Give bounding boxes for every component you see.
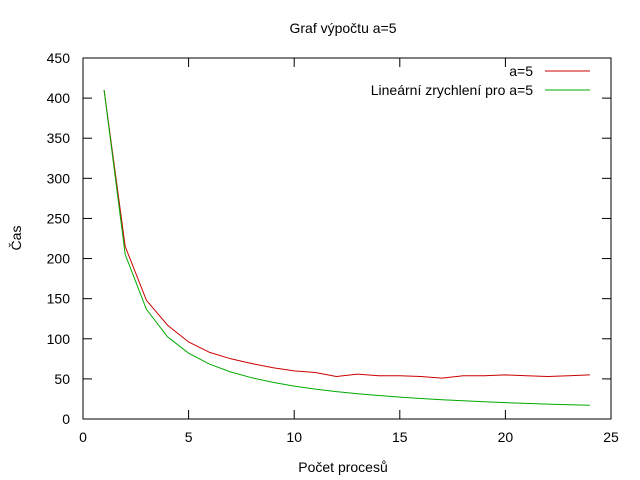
- x-tick-label: 10: [286, 429, 302, 445]
- y-tick-label: 100: [47, 331, 71, 347]
- x-tick-label: 25: [603, 429, 619, 445]
- chart-title: Graf výpočtu a=5: [289, 20, 396, 36]
- y-axis: 0 50 100 150 200 250 300 350 400 450: [47, 50, 611, 427]
- x-tick-label: 5: [185, 429, 193, 445]
- x-tick-label: 20: [498, 429, 514, 445]
- y-tick-label: 400: [47, 90, 71, 106]
- legend-label-2: Lineární zrychlení pro a=5: [371, 82, 533, 98]
- y-tick-label: 300: [47, 170, 71, 186]
- y-tick-label: 200: [47, 251, 71, 267]
- y-axis-label: Čas: [8, 226, 24, 251]
- series-line-2: [103, 90, 590, 406]
- y-tick-label: 250: [47, 210, 71, 226]
- y-tick-label: 0: [62, 411, 70, 427]
- x-tick-label: 0: [79, 429, 87, 445]
- y-tick-label: 150: [47, 291, 71, 307]
- y-tick-label: 450: [47, 50, 71, 66]
- x-axis-label: Počet procesů: [298, 459, 388, 475]
- legend: a=5 Lineární zrychlení pro a=5: [371, 63, 590, 98]
- series-lines: [103, 90, 590, 406]
- legend-label-1: a=5: [509, 63, 533, 79]
- x-tick-label: 15: [392, 429, 408, 445]
- series-line-1: [103, 90, 590, 379]
- plot-frame: [82, 57, 612, 420]
- x-axis: 0 5 10 15 20 25: [79, 58, 619, 445]
- y-tick-label: 50: [54, 371, 70, 387]
- y-tick-label: 350: [47, 130, 71, 146]
